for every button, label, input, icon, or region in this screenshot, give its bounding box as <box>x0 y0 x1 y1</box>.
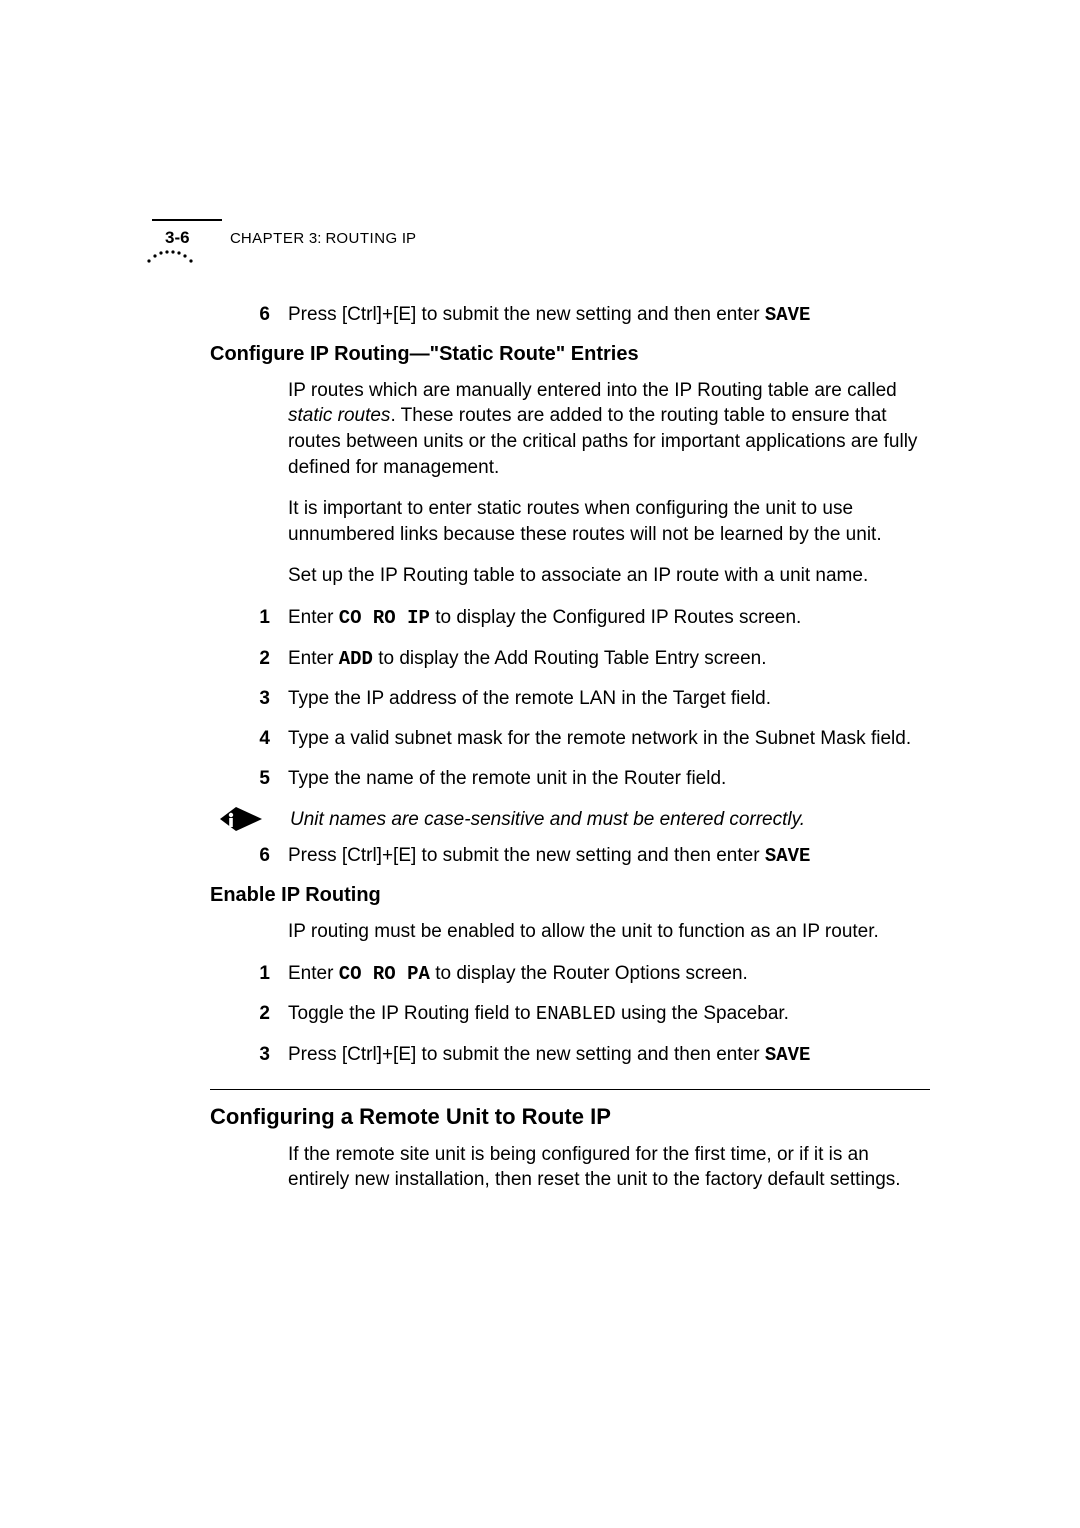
list-item: 4 Type a valid subnet mask for the remot… <box>210 726 930 752</box>
text-run: Enter <box>288 648 339 669</box>
step-text: Enter CO RO IP to display the Configured… <box>288 605 930 632</box>
content-area: 6 Press [Ctrl]+[E] to submit the new set… <box>210 302 930 1209</box>
emphasis: static routes <box>288 405 390 426</box>
step-number: 6 <box>210 304 288 326</box>
text-run: to display the Add Routing Table Entry s… <box>373 648 767 669</box>
header-dots-icon <box>146 244 204 272</box>
note: Unit names are case-sensitive and must b… <box>220 805 930 833</box>
code-run: SAVE <box>765 304 811 326</box>
paragraph: If the remote site unit is being configu… <box>288 1142 930 1193</box>
code-run: CO RO PA <box>339 963 430 985</box>
header-rule <box>152 219 222 221</box>
step-text: Enter ADD to display the Add Routing Tab… <box>288 646 930 673</box>
paragraph: IP routes which are manually entered int… <box>288 378 930 481</box>
text-run: Press [Ctrl]+[E] to submit the new setti… <box>288 1044 765 1065</box>
step-text: Press [Ctrl]+[E] to submit the new setti… <box>288 843 930 870</box>
step-number: 4 <box>210 728 288 750</box>
step-text: Press [Ctrl]+[E] to submit the new setti… <box>288 1042 930 1069</box>
list-item: 5 Type the name of the remote unit in th… <box>210 766 930 792</box>
step-text: Enter CO RO PA to display the Router Opt… <box>288 961 930 988</box>
text-run: IP routes which are manually entered int… <box>288 380 897 401</box>
paragraph: It is important to enter static routes w… <box>288 496 930 547</box>
step-text: Type a valid subnet mask for the remote … <box>288 726 930 752</box>
page: 3-6 CHAPTER 3: ROUTING IP 6 Press [Ctrl]… <box>0 0 1080 1528</box>
info-arrow-icon <box>220 805 290 833</box>
list-item: 6 Press [Ctrl]+[E] to submit the new set… <box>210 843 930 870</box>
step-text: Toggle the IP Routing field to ENABLED u… <box>288 1001 930 1028</box>
chapter-label: CHAPTER 3: ROUTING IP <box>230 230 416 247</box>
paragraph: Set up the IP Routing table to associate… <box>288 563 930 589</box>
step-number: 6 <box>210 845 288 867</box>
step-text: Type the name of the remote unit in the … <box>288 766 930 792</box>
text-run: Enter <box>288 963 339 984</box>
text-run: Press [Ctrl]+[E] to submit the new setti… <box>288 304 765 325</box>
step-text: Press [Ctrl]+[E] to submit the new setti… <box>288 302 930 329</box>
code-run: SAVE <box>765 845 811 867</box>
heading-static-route: Configure IP Routing—"Static Route" Entr… <box>210 343 930 366</box>
list-item: 2 Toggle the IP Routing field to ENABLED… <box>210 1001 930 1028</box>
list-item: 6 Press [Ctrl]+[E] to submit the new set… <box>210 302 930 329</box>
list-item: 3 Type the IP address of the remote LAN … <box>210 686 930 712</box>
chapter-text: CHAPTER 3: ROUTING IP <box>230 230 416 247</box>
list-item: 1 Enter CO RO PA to display the Router O… <box>210 961 930 988</box>
list-item: 2 Enter ADD to display the Add Routing T… <box>210 646 930 673</box>
step-number: 2 <box>210 1003 288 1025</box>
code-run: ADD <box>339 648 373 670</box>
text-run: Toggle the IP Routing field to <box>288 1003 536 1024</box>
text-run: Enter <box>288 607 339 628</box>
code-run: CO RO IP <box>339 607 430 629</box>
text-run: to display the Configured IP Routes scre… <box>430 607 801 628</box>
mono-run: ENABLED <box>536 1003 616 1025</box>
note-text: Unit names are case-sensitive and must b… <box>290 807 805 833</box>
step-number: 1 <box>210 607 288 629</box>
step-number: 2 <box>210 648 288 670</box>
step-number: 1 <box>210 963 288 985</box>
step-number: 5 <box>210 768 288 790</box>
step-number: 3 <box>210 688 288 710</box>
list-item: 1 Enter CO RO IP to display the Configur… <box>210 605 930 632</box>
list-item: 3 Press [Ctrl]+[E] to submit the new set… <box>210 1042 930 1069</box>
text-run: to display the Router Options screen. <box>430 963 748 984</box>
heading-enable-ip-routing: Enable IP Routing <box>210 884 930 907</box>
heading-remote-unit: Configuring a Remote Unit to Route IP <box>210 1089 930 1130</box>
step-number: 3 <box>210 1044 288 1066</box>
text-run: Press [Ctrl]+[E] to submit the new setti… <box>288 845 765 866</box>
paragraph: IP routing must be enabled to allow the … <box>288 919 930 945</box>
code-run: SAVE <box>765 1044 811 1066</box>
step-text: Type the IP address of the remote LAN in… <box>288 686 930 712</box>
text-run: using the Spacebar. <box>616 1003 789 1024</box>
